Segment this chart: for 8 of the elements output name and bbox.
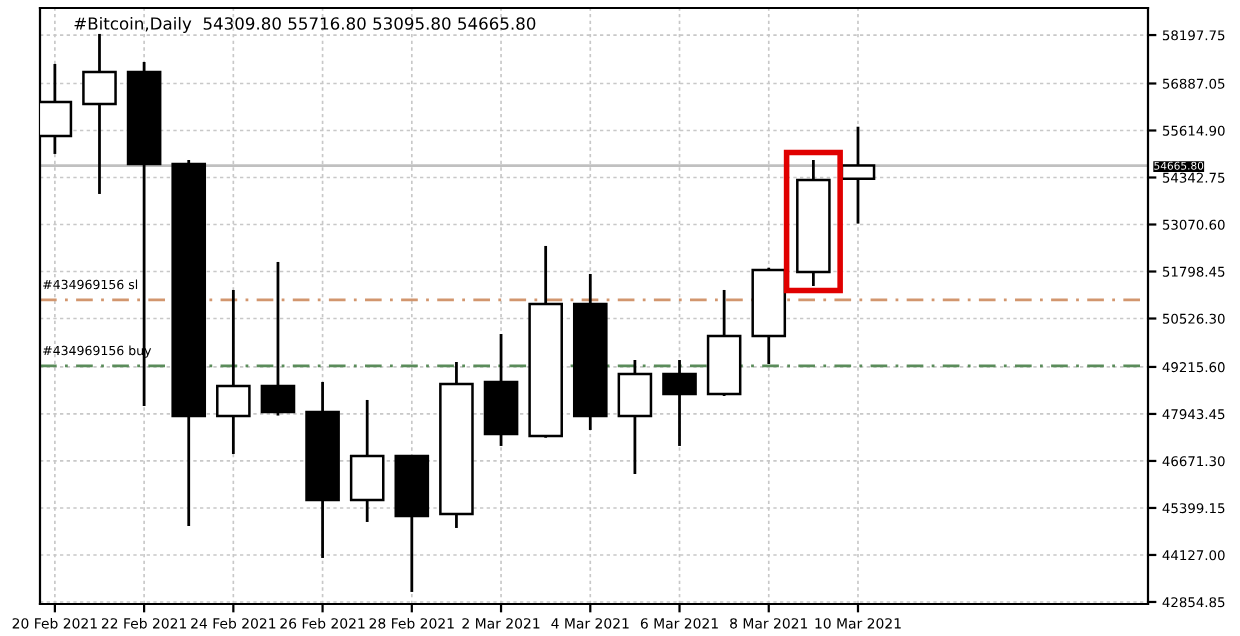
- candlestick: [662, 358, 697, 448]
- candlestick: [349, 398, 385, 524]
- text: #Bitcoin,Daily 54309.80 55716.80 53095.80 54665.80: [74, 16, 536, 34]
- candlestick: [617, 358, 653, 476]
- candlestick: [216, 288, 251, 456]
- candlestick: [260, 260, 296, 417]
- candlestick: [840, 125, 876, 225]
- candlestick: [82, 32, 117, 196]
